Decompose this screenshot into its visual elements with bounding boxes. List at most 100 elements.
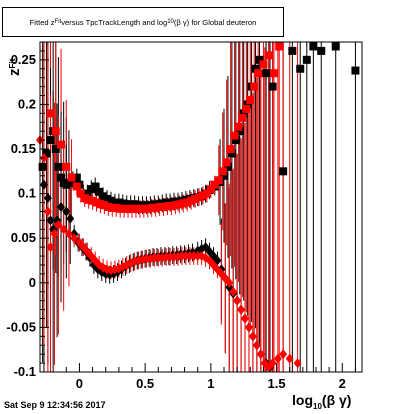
data-point-diamond (64, 228, 73, 239)
axes-layer: 0 0.5 1 1.5 2 -0.1 -0.05 0 0.05 0.1 0.15 0.2 0.25 (6, 50, 356, 391)
data-point-diamond (50, 228, 59, 239)
title-sub2: 10 (167, 19, 174, 25)
data-point-square (218, 167, 227, 176)
data-point-diamond (46, 242, 55, 253)
data-point-square (250, 82, 259, 91)
data-point-diamond (46, 215, 55, 226)
data-point-square (331, 42, 340, 51)
data-point-square (91, 182, 100, 191)
data-point-diamond (293, 358, 302, 369)
data-point-diamond (225, 277, 234, 288)
title-post: (β γ) for Global deuteron (173, 17, 257, 27)
data-point-square (242, 104, 251, 113)
data-point-square (239, 109, 248, 118)
data-point-square (227, 149, 236, 158)
data-point-square (57, 173, 66, 182)
data-point-diamond (59, 224, 68, 235)
data-point-square (83, 189, 92, 198)
data-point-square (223, 162, 232, 171)
y-tick-label: 0.25 (11, 52, 36, 67)
data-point-diamond (70, 233, 79, 244)
data-point-square (251, 64, 260, 73)
chart-title: Fitted z Fit versus TpcTrackLength and lo… (2, 7, 284, 37)
data-point-diamond (66, 213, 75, 224)
data-point-diamond (256, 349, 265, 360)
timestamp-label: Sat Sep 9 12:34:56 2017 (4, 400, 106, 410)
data-point-square (220, 171, 228, 180)
data-point-diamond (229, 286, 238, 297)
data-point-diamond (273, 353, 282, 364)
data-point-diamond (241, 313, 250, 324)
data-point-square (51, 145, 60, 154)
y-tick-label: 0 (29, 275, 36, 290)
data-point-square (57, 140, 66, 149)
data-point-diamond (54, 219, 63, 230)
data-point-diamond (268, 358, 277, 369)
data-point-square (76, 189, 85, 198)
data-point-diamond (83, 246, 92, 257)
error-bars-layer (39, 42, 356, 372)
data-point-square (46, 109, 55, 118)
title-sub1: Fit (54, 19, 62, 25)
data-point-square (264, 51, 273, 60)
data-point-square (210, 180, 219, 189)
svg-text:zFit: zFit (6, 58, 23, 76)
data-point-square (214, 176, 223, 185)
data-point-square (226, 145, 235, 154)
data-point-square (206, 185, 215, 194)
data-point-square (255, 55, 264, 64)
data-point-square (259, 60, 268, 69)
data-point-square (51, 127, 60, 136)
x-tick-label: 2 (339, 376, 346, 391)
data-point-diamond (43, 206, 52, 217)
y-tick-label: -0.1 (14, 364, 36, 379)
x-tick-label: 1 (207, 376, 214, 391)
x-tick-label: 1.5 (268, 376, 286, 391)
data-point-square (230, 131, 239, 140)
data-point-diamond (205, 246, 214, 257)
markers-layer (36, 42, 360, 373)
y-axis-label-main: z (6, 69, 23, 77)
data-point-square (309, 42, 318, 51)
x-axis-label-sub: 10 (313, 401, 322, 411)
data-point-square (62, 162, 71, 171)
data-point-diamond (244, 322, 253, 333)
data-point-square (243, 100, 252, 109)
data-point-diamond (279, 349, 288, 360)
data-point-square (268, 82, 277, 91)
data-point-square (254, 69, 263, 78)
data-point-square (42, 149, 51, 158)
data-point-diamond (237, 304, 246, 315)
data-point-diamond (252, 340, 261, 351)
x-tick-label: 0 (76, 376, 83, 391)
y-tick-label: -0.05 (6, 319, 36, 334)
x-tick-label: 0.5 (136, 376, 154, 391)
data-point-diamond (233, 295, 242, 306)
x-axis-label: log10(β γ) (292, 392, 382, 414)
y-axis-label-sub: Fit (8, 58, 17, 68)
data-point-square (231, 136, 240, 145)
data-point-diamond (62, 206, 71, 217)
data-point-square (235, 127, 244, 136)
data-point-square (67, 173, 76, 182)
data-point-square (46, 136, 55, 145)
data-point-square (72, 173, 81, 182)
data-point-diamond (138, 254, 147, 265)
y-tick-label: 0.1 (18, 186, 36, 201)
data-point-square (296, 64, 305, 73)
data-point-square (246, 95, 255, 104)
data-point-square (275, 42, 284, 51)
data-point-square (238, 113, 247, 122)
data-point-square (95, 187, 104, 196)
data-point-square (351, 66, 360, 75)
data-point-square (202, 189, 211, 198)
y-tick-label: 0.05 (11, 230, 36, 245)
plot-frame (39, 41, 363, 373)
data-point-square (72, 182, 81, 191)
data-point-square (262, 69, 271, 78)
data-point-diamond (248, 331, 257, 342)
y-tick-label: 0.15 (11, 141, 36, 156)
y-tick-label: 0.2 (18, 96, 36, 111)
